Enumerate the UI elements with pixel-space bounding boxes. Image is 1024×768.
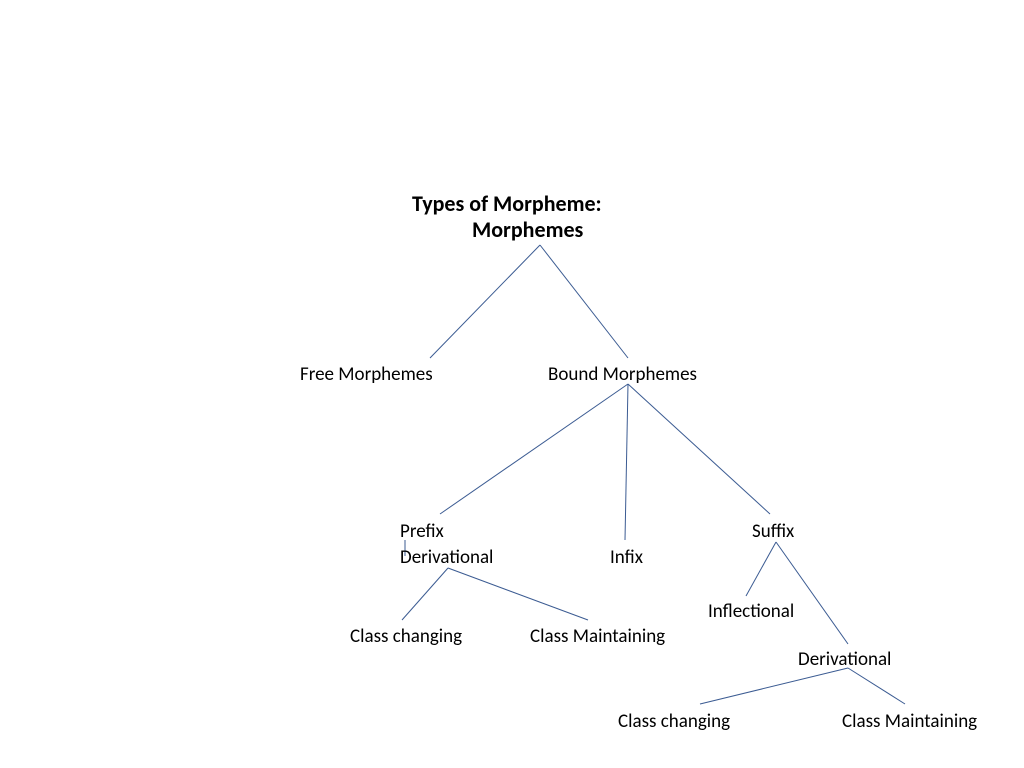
tree-edge [448,568,588,620]
tree-edge [625,384,628,540]
tree-node-cm1: Class Maintaining [530,625,665,648]
tree-node-title2: Morphemes [472,216,583,243]
tree-node-cm2: Class Maintaining [842,710,977,733]
tree-node-cc2: Class changing [618,710,730,733]
tree-node-prefix: Prefix [400,520,444,543]
tree-edge [402,568,448,620]
tree-edge [628,384,770,514]
tree-node-infix: Infix [610,546,643,569]
tree-edge [776,542,848,644]
tree-edge [700,668,848,704]
tree-node-cc1: Class changing [350,625,462,648]
tree-node-bound: Bound Morphemes [548,363,697,386]
tree-node-free: Free Morphemes [300,363,433,386]
tree-node-deriv2: Derivational [798,648,891,671]
tree-node-inflect: Inflectional [708,600,794,623]
tree-edge [540,245,628,358]
tree-edge [430,245,540,358]
tree-node-title1: Types of Morpheme: [412,190,602,217]
tree-edge [746,542,776,596]
tree-node-suffix: Suffix [752,520,794,543]
tree-node-deriv1: Derivational [400,546,493,569]
tree-edge [440,384,628,514]
tree-edge [848,668,905,704]
